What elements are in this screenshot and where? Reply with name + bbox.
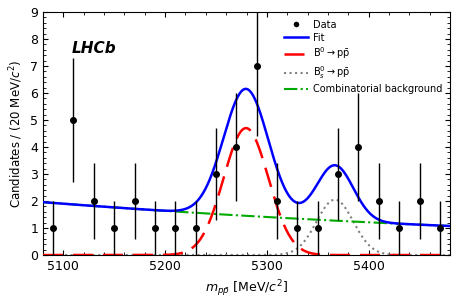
Text: LHCb: LHCb [71,41,116,56]
X-axis label: $m_{p\bar{p}}\ [\mathrm{MeV}/c^2]$: $m_{p\bar{p}}\ [\mathrm{MeV}/c^2]$ [205,278,288,299]
Legend: Data, Fit, $\mathrm{B}^0 \rightarrow \mathrm{p}\bar{\mathrm{p}}$, $\mathrm{B}^0_: Data, Fit, $\mathrm{B}^0 \rightarrow \ma… [281,17,445,97]
Y-axis label: Candidates / (20 MeV/$c^2$): Candidates / (20 MeV/$c^2$) [7,59,25,208]
